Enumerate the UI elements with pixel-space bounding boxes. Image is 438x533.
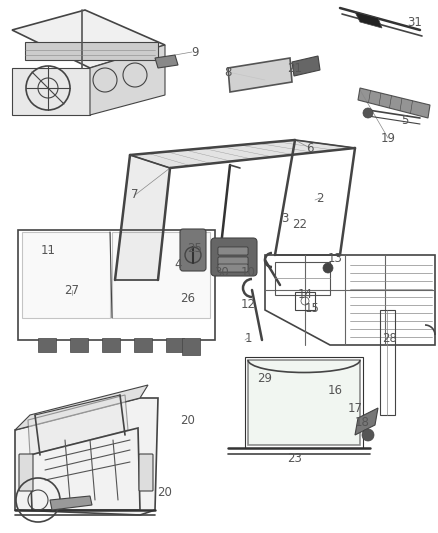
Text: 15: 15: [304, 302, 319, 314]
Polygon shape: [355, 408, 378, 435]
Text: 7: 7: [131, 189, 139, 201]
Circle shape: [323, 263, 333, 273]
Polygon shape: [12, 10, 165, 68]
Polygon shape: [115, 155, 170, 280]
Polygon shape: [358, 88, 430, 118]
Polygon shape: [102, 338, 120, 352]
Polygon shape: [38, 338, 56, 352]
Text: 25: 25: [187, 241, 202, 254]
Text: 20: 20: [180, 414, 195, 426]
Text: 1: 1: [244, 332, 252, 344]
Text: 4: 4: [174, 259, 182, 271]
FancyBboxPatch shape: [180, 229, 206, 271]
Text: 20: 20: [158, 486, 173, 498]
Text: 16: 16: [328, 384, 343, 397]
Polygon shape: [292, 56, 320, 76]
Polygon shape: [28, 395, 128, 455]
Polygon shape: [166, 338, 184, 352]
Polygon shape: [248, 360, 360, 445]
Text: 18: 18: [355, 416, 369, 429]
Text: 8: 8: [224, 66, 232, 78]
Polygon shape: [355, 12, 382, 28]
Polygon shape: [90, 45, 165, 115]
Text: 30: 30: [215, 265, 230, 279]
Text: 9: 9: [191, 45, 199, 59]
Text: 21: 21: [287, 61, 303, 75]
Text: 5: 5: [401, 114, 409, 126]
Polygon shape: [15, 385, 148, 430]
FancyBboxPatch shape: [19, 454, 33, 491]
Text: 19: 19: [381, 132, 396, 144]
Text: 2: 2: [316, 191, 324, 205]
Text: 26: 26: [180, 292, 195, 304]
Polygon shape: [130, 140, 355, 168]
Text: 17: 17: [347, 401, 363, 415]
Polygon shape: [22, 232, 110, 318]
Circle shape: [363, 108, 373, 118]
Text: 27: 27: [64, 284, 80, 296]
FancyBboxPatch shape: [139, 454, 153, 491]
Polygon shape: [182, 338, 200, 355]
Polygon shape: [155, 55, 178, 68]
Circle shape: [362, 429, 374, 441]
Polygon shape: [112, 232, 210, 318]
Text: 31: 31: [408, 15, 422, 28]
Text: 6: 6: [306, 141, 314, 155]
Polygon shape: [12, 68, 90, 115]
Polygon shape: [15, 398, 158, 515]
Polygon shape: [50, 496, 92, 510]
FancyBboxPatch shape: [218, 247, 248, 255]
Text: 14: 14: [297, 288, 312, 302]
Text: 12: 12: [240, 298, 255, 311]
FancyBboxPatch shape: [211, 238, 257, 276]
Polygon shape: [70, 338, 88, 352]
FancyBboxPatch shape: [218, 257, 248, 265]
Polygon shape: [25, 42, 158, 60]
Text: 3: 3: [281, 212, 289, 224]
Text: 23: 23: [288, 451, 302, 464]
FancyBboxPatch shape: [218, 264, 248, 272]
Text: 28: 28: [382, 332, 397, 344]
Text: 10: 10: [240, 265, 255, 279]
Text: 22: 22: [293, 219, 307, 231]
Polygon shape: [134, 338, 152, 352]
Polygon shape: [228, 58, 292, 92]
Text: 13: 13: [328, 252, 343, 264]
Text: 29: 29: [258, 372, 272, 384]
Text: 11: 11: [40, 244, 56, 256]
